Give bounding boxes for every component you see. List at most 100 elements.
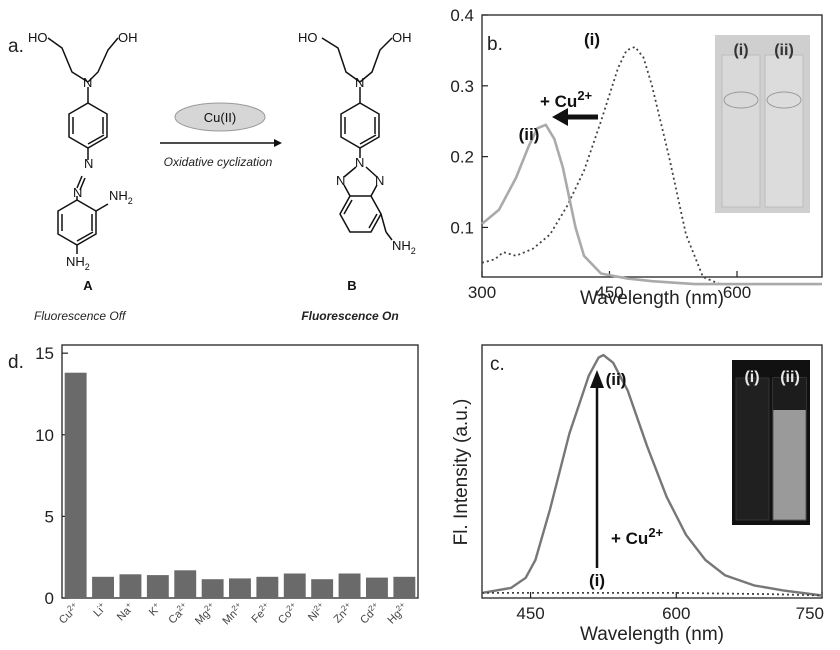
- panel-b-lines: [481, 46, 822, 286]
- x-tick-label: 600: [662, 604, 690, 623]
- compound-b-structure: [321, 37, 393, 241]
- panel-b-label: b.: [487, 34, 503, 55]
- category-label: Li+: [90, 600, 109, 619]
- compound-a-amine-n: N: [83, 75, 92, 90]
- nh-text: NH: [109, 188, 128, 203]
- panel-b-shift-arrowhead: [552, 108, 568, 126]
- nh-text: NH: [66, 254, 85, 269]
- panel-c-label: c.: [490, 354, 505, 375]
- panel-b-annotation-i: (i): [584, 30, 600, 49]
- category-label: Ni2+: [305, 600, 329, 624]
- panel-b-annotation-cu: + Cu2+: [540, 88, 593, 111]
- compound-a-name: A: [83, 278, 93, 293]
- panel-d-categories: Cu2+ Li+ Na+ K+Ca2+Mg2+Mn2+Fe2+Co2+Ni2+Zn2+…: [56, 600, 411, 627]
- panel-a-label: a.: [8, 36, 24, 57]
- panel-c-frame: [481, 344, 823, 599]
- series-i-line: [481, 46, 822, 286]
- bar-co: [283, 573, 306, 598]
- category-label: Fe2+: [248, 600, 274, 626]
- bar-mg: [201, 579, 224, 598]
- compound-a-nh2-top: NH2: [109, 188, 133, 206]
- cuvette-i: [721, 54, 761, 208]
- panel-c: c. Fl. Intensity (a.u.) 450 600 750 Wavele…: [451, 344, 824, 645]
- reagent-label: Cu(II): [204, 110, 237, 125]
- series-ii-line: [481, 353, 823, 597]
- compound-a-nh2-bottom: NH2: [66, 254, 90, 272]
- bar-fe: [256, 576, 279, 598]
- panel-a: a. HO OH N N N: [8, 30, 416, 323]
- bar-cu: [64, 372, 87, 598]
- compound-a-azo-n2: N: [73, 185, 82, 200]
- panel-c-annotation-i: (i): [589, 571, 605, 590]
- y-tick-label: 10: [35, 426, 54, 445]
- nh-text: NH: [392, 238, 411, 253]
- subscript-2: 2: [85, 262, 90, 272]
- compound-a-ho: HO: [28, 30, 48, 45]
- compound-b-state: Fluorescence On: [301, 309, 398, 323]
- bar-hg: [393, 576, 416, 598]
- cu-charge: 2+: [577, 88, 592, 103]
- panel-c-ylabel: Fl. Intensity (a.u.): [451, 399, 472, 546]
- series-ii-line: [481, 123, 822, 286]
- inset-b-label-i: (i): [733, 42, 748, 59]
- panel-c-annotation-cu: + Cu2+: [611, 525, 664, 548]
- category-label: Zn2+: [330, 600, 356, 626]
- category-label: Na+: [113, 600, 136, 623]
- panel-c-annotation-ii: (ii): [606, 370, 627, 389]
- x-tick-label: 450: [595, 283, 623, 302]
- x-tick-label: 750: [796, 604, 824, 623]
- cuvette-ii: [764, 54, 804, 208]
- bar-cd: [366, 577, 388, 598]
- panel-c-xlabel: Wavelength (nm): [580, 624, 724, 645]
- reaction-note: Oxidative cyclization: [164, 155, 273, 169]
- category-label: Mg2+: [192, 600, 219, 627]
- bar-mn: [229, 578, 251, 598]
- bar-k: [146, 575, 169, 598]
- y-tick-label: 0: [45, 589, 54, 608]
- panel-d-ticks: 0 5 10 15: [35, 344, 68, 608]
- panel-d-label: d.: [8, 352, 24, 373]
- bar-ca: [174, 570, 197, 598]
- category-label: Cd2+: [357, 600, 384, 627]
- category-label: Hg2+: [384, 600, 411, 627]
- cu-text: + Cu: [611, 529, 648, 548]
- compound-b-triazole-n1: N: [336, 173, 345, 188]
- bar-li: [92, 576, 114, 598]
- inset-b-label-ii: (ii): [774, 42, 794, 59]
- compound-b-nh2: NH2: [392, 238, 416, 256]
- category-label: K+: [146, 600, 165, 619]
- panel-b-annotation-ii: (ii): [519, 125, 540, 144]
- compound-b-ho: HO: [298, 30, 318, 45]
- cu-charge: 2+: [648, 525, 663, 540]
- x-tick-label: 450: [516, 604, 544, 623]
- panel-c-inset-photo: (i) (ii): [732, 360, 810, 525]
- category-label: Cu2+: [56, 600, 83, 627]
- bar-zn: [338, 573, 361, 598]
- panel-b-inset-photo: (i) (ii): [715, 35, 810, 213]
- cuvette-i: [735, 377, 770, 521]
- panel-b-xlabel: Wavelength (nm): [580, 288, 724, 309]
- panel-c-arrowhead: [590, 370, 604, 388]
- panel-b-frame: [481, 14, 823, 278]
- compound-b-name: B: [347, 278, 356, 293]
- x-tick-label: 600: [723, 283, 751, 302]
- bar-na: [119, 574, 142, 598]
- meniscus-i: [723, 91, 759, 109]
- reagent-ellipse: [174, 102, 266, 132]
- y-tick-label: 15: [35, 344, 54, 363]
- meniscus-ii: [766, 91, 802, 109]
- cuvette-ii-top: [773, 378, 806, 410]
- compound-b-amine-n: N: [355, 75, 364, 90]
- reaction-arrowhead: [274, 139, 282, 147]
- compound-b-triazole-n2: N: [355, 155, 364, 170]
- panel-d: d. 0 5 10 15 Cu2+ Li+ Na+ K+Ca2+Mg2+Mn2+Fe2+Co…: [8, 344, 419, 627]
- x-tick-label: 300: [468, 283, 496, 302]
- compound-a-structure: [47, 37, 119, 254]
- compound-a-state: Fluorescence Off: [34, 309, 127, 323]
- y-tick-label: 0.4: [450, 6, 474, 25]
- compound-b-oh: OH: [392, 30, 412, 45]
- inset-c-label-ii: (ii): [780, 369, 800, 386]
- inset-c-label-i: (i): [744, 369, 759, 386]
- panel-b: b. 300 450 600 0.1 0.2 0.3 0.4 Wavelength (nm)…: [450, 6, 823, 309]
